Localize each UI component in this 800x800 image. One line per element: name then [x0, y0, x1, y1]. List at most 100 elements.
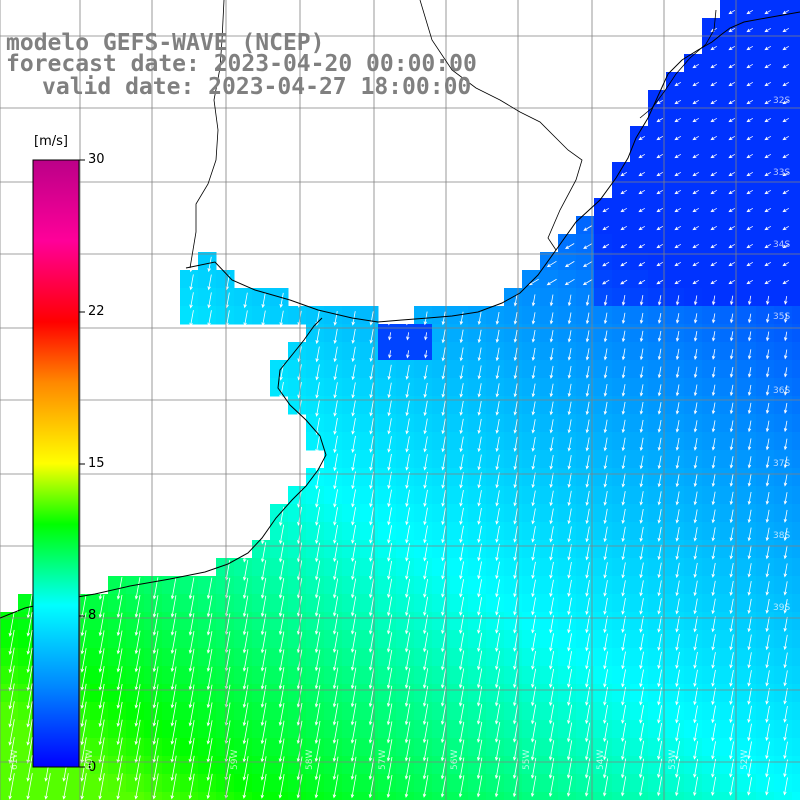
wind-arrow [638, 189, 646, 195]
wind-arrow [388, 350, 392, 359]
wind-speed-cell [198, 594, 217, 613]
wind-arrow [278, 774, 285, 799]
wind-speed-cell [522, 702, 541, 721]
wind-arrow [278, 738, 285, 763]
wind-speed-cell [414, 666, 433, 685]
wind-arrow [314, 667, 321, 690]
wind-speed-cell [756, 738, 775, 757]
wind-arrow [404, 650, 411, 671]
wind-speed-cell [738, 738, 757, 757]
wind-arrow [549, 668, 555, 688]
latitude-label: 35S [773, 312, 791, 322]
wind-arrow [621, 544, 626, 561]
wind-arrow [603, 294, 608, 307]
wind-arrow [567, 294, 572, 307]
wind-arrow [351, 328, 356, 344]
wind-speed-cell [432, 396, 451, 415]
wind-arrow [675, 651, 680, 669]
wind-arrow [783, 474, 788, 487]
wind-arrow [693, 527, 698, 542]
wind-speed-cell [522, 522, 541, 541]
latitude-label: 36S [773, 386, 791, 396]
wind-arrow [782, 27, 790, 33]
wind-speed-cell [702, 36, 721, 55]
wind-arrow [494, 739, 501, 761]
wind-speed-cell [774, 792, 793, 800]
wind-arrow [278, 595, 285, 617]
wind-arrow [315, 364, 320, 381]
wind-speed-cell [648, 342, 667, 361]
wind-speed-cell [306, 612, 325, 631]
wind-speed-cell [702, 378, 721, 397]
wind-speed-cell [684, 306, 703, 325]
wind-arrow [585, 544, 590, 561]
wind-speed-cell [738, 234, 757, 253]
wind-arrow [621, 384, 626, 397]
wind-speed-cell [720, 432, 739, 451]
wind-arrow [333, 328, 338, 345]
wind-speed-cell [486, 540, 505, 559]
wind-speed-cell [486, 432, 505, 451]
wind-speed-cell [198, 288, 217, 307]
wind-speed-cell [504, 522, 523, 541]
wind-arrow [782, 99, 790, 105]
wind-speed-cell [558, 792, 577, 800]
wind-speed-cell [720, 342, 739, 361]
wind-speed-cell [288, 504, 307, 523]
wind-arrow [332, 614, 339, 635]
wind-speed-cell [540, 468, 559, 487]
wind-speed-cell [414, 720, 433, 739]
wind-speed-cell [306, 648, 325, 667]
wind-arrow [729, 491, 734, 506]
wind-speed-cell [180, 756, 199, 775]
wind-speed-cell [630, 774, 649, 793]
wind-speed-cell [144, 684, 163, 703]
wind-speed-cell [468, 648, 487, 667]
wind-speed-cell [126, 648, 145, 667]
wind-speed-cell [756, 774, 775, 793]
wind-speed-cell [486, 306, 505, 325]
wind-speed-cell [612, 198, 631, 217]
wind-speed-cell [432, 540, 451, 559]
wind-arrow [585, 562, 590, 579]
wind-arrow [603, 508, 608, 525]
wind-arrow [764, 99, 772, 105]
wind-speed-cell [756, 54, 775, 73]
wind-arrow [423, 418, 428, 435]
wind-speed-cell [432, 702, 451, 721]
wind-speed-cell [738, 576, 757, 595]
wind-arrow [477, 507, 482, 525]
wind-arrow [603, 722, 609, 743]
wind-arrow [351, 560, 357, 581]
wind-arrow [567, 365, 572, 379]
wind-arrow [728, 225, 736, 231]
wind-arrow [116, 683, 123, 709]
wind-arrow [603, 562, 608, 579]
wind-speed-cell [378, 504, 397, 523]
wind-speed-cell [432, 666, 451, 685]
wind-arrow [8, 612, 15, 637]
wind-arrow [710, 225, 718, 231]
wind-speed-cell [486, 396, 505, 415]
wind-arrow [585, 490, 590, 507]
wind-speed-cell [612, 396, 631, 415]
wind-speed-cell [180, 270, 199, 289]
wind-speed-cell [594, 792, 613, 800]
wind-arrow [674, 243, 682, 249]
wind-speed-cell [594, 234, 613, 253]
wind-arrow [423, 650, 429, 671]
wind-speed-cell [18, 594, 37, 613]
wind-arrow [546, 278, 557, 286]
wind-arrow [332, 631, 339, 653]
wind-arrow [746, 279, 754, 285]
wind-arrow [8, 665, 15, 692]
wind-arrow [693, 705, 698, 724]
wind-speed-cell [252, 612, 271, 631]
wind-speed-cell [324, 360, 343, 379]
wind-speed-cell [774, 18, 793, 37]
wind-arrow [242, 720, 249, 745]
wind-speed-cell [504, 378, 523, 397]
wind-arrow [458, 739, 465, 762]
wind-arrow [564, 278, 575, 286]
wind-arrow [333, 489, 338, 508]
